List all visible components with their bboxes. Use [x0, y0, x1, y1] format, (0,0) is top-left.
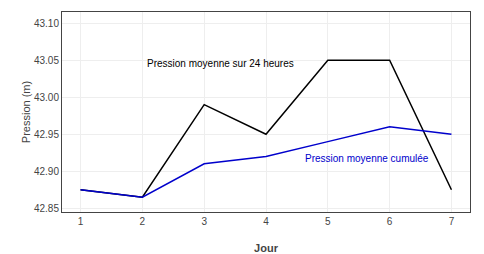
svg-text:Pression moyenne cumulée: Pression moyenne cumulée [305, 153, 429, 164]
svg-text:5: 5 [325, 216, 331, 227]
svg-text:1: 1 [78, 216, 84, 227]
svg-text:7: 7 [449, 216, 455, 227]
svg-text:Pression moyenne sur 24 heures: Pression moyenne sur 24 heures [147, 58, 294, 69]
svg-text:43.05: 43.05 [34, 55, 59, 66]
svg-text:Pression (m): Pression (m) [20, 81, 32, 143]
svg-text:43.00: 43.00 [34, 92, 59, 103]
svg-text:42.85: 42.85 [34, 203, 59, 214]
svg-text:42.95: 42.95 [34, 129, 59, 140]
svg-text:42.90: 42.90 [34, 166, 59, 177]
svg-text:3: 3 [201, 216, 207, 227]
svg-text:4: 4 [263, 216, 269, 227]
svg-text:2: 2 [140, 216, 146, 227]
svg-text:6: 6 [387, 216, 393, 227]
svg-text:Jour: Jour [254, 242, 279, 254]
svg-text:43.10: 43.10 [34, 18, 59, 29]
